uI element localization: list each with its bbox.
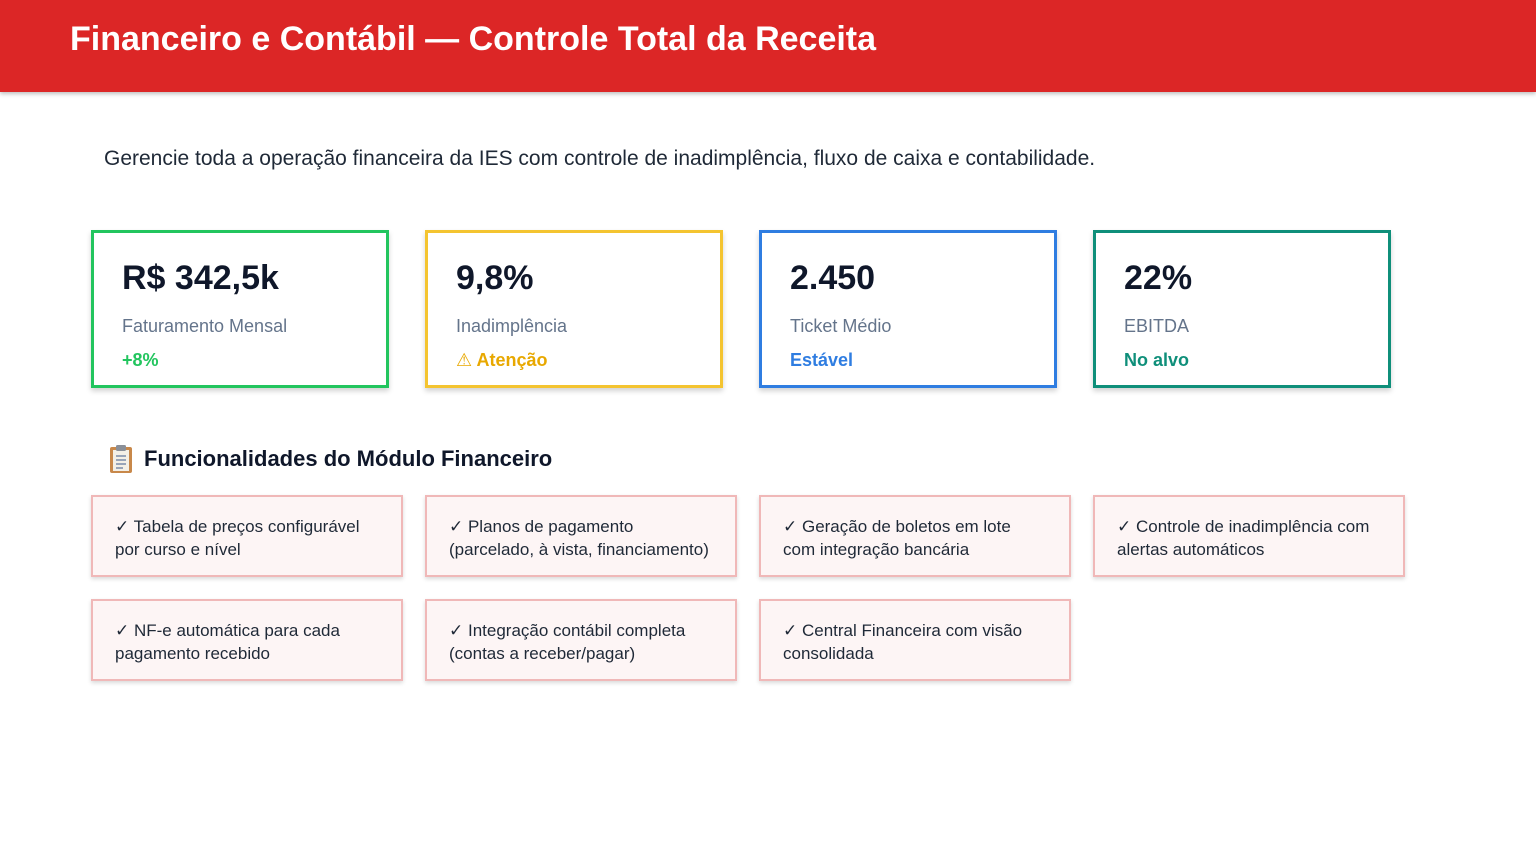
kpi-label: Inadimplência bbox=[456, 316, 568, 336]
section-title: Funcionalidades do Módulo Financeiro bbox=[144, 446, 553, 471]
kpi-card-ticket-medio: 2.450 Ticket Médio Estável bbox=[759, 230, 1057, 388]
feature-card: ✓ Central Financeira com visão consolida… bbox=[759, 599, 1071, 681]
kpi-label: EBITDA bbox=[1124, 316, 1190, 336]
kpi-value: 22% bbox=[1124, 259, 1193, 297]
kpi-card-faturamento: R$ 342,5k Faturamento Mensal +8% bbox=[91, 230, 389, 388]
kpi-status: +8% bbox=[122, 350, 159, 370]
feature-card: ✓ NF-e automática para cada pagamento re… bbox=[91, 599, 403, 681]
kpi-label: Ticket Médio bbox=[790, 316, 892, 336]
header-bar: Financeiro e Contábil — Controle Total d… bbox=[0, 0, 1536, 92]
kpi-status: No alvo bbox=[1124, 350, 1190, 370]
feature-card: ✓ Controle de inadimplência com alertas … bbox=[1093, 495, 1405, 577]
clipboard-icon bbox=[108, 444, 134, 474]
feature-card: ✓ Planos de pagamento (parcelado, à vist… bbox=[425, 495, 737, 577]
kpi-status: Estável bbox=[790, 350, 854, 370]
kpi-card-inadimplencia: 9,8% Inadimplência ⚠ Atenção bbox=[425, 230, 723, 388]
kpi-status: ⚠ Atenção bbox=[456, 350, 548, 370]
page-subtitle: Gerencie toda a operação financeira da I… bbox=[104, 147, 1096, 170]
page-title: Financeiro e Contábil — Controle Total d… bbox=[70, 20, 877, 58]
feature-card: ✓ Tabela de preços configurável por curs… bbox=[91, 495, 403, 577]
section-heading: Funcionalidades do Módulo Financeiro bbox=[108, 444, 552, 474]
kpi-label: Faturamento Mensal bbox=[122, 316, 288, 336]
kpi-value: 2.450 bbox=[790, 259, 876, 297]
kpi-card-ebitda: 22% EBITDA No alvo bbox=[1093, 230, 1391, 388]
kpi-value: 9,8% bbox=[456, 259, 534, 297]
kpi-value: R$ 342,5k bbox=[122, 259, 279, 297]
feature-card: ✓ Integração contábil completa (contas a… bbox=[425, 599, 737, 681]
feature-card: ✓ Geração de boletos em lote com integra… bbox=[759, 495, 1071, 577]
